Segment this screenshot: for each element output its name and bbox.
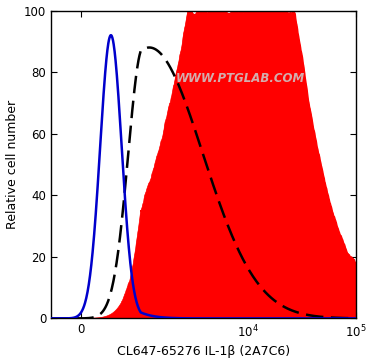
Y-axis label: Relative cell number: Relative cell number [6,100,19,229]
Text: WWW.PTGLAB.COM: WWW.PTGLAB.COM [175,72,305,85]
X-axis label: CL647-65276 IL-1β (2A7C6): CL647-65276 IL-1β (2A7C6) [117,345,290,359]
